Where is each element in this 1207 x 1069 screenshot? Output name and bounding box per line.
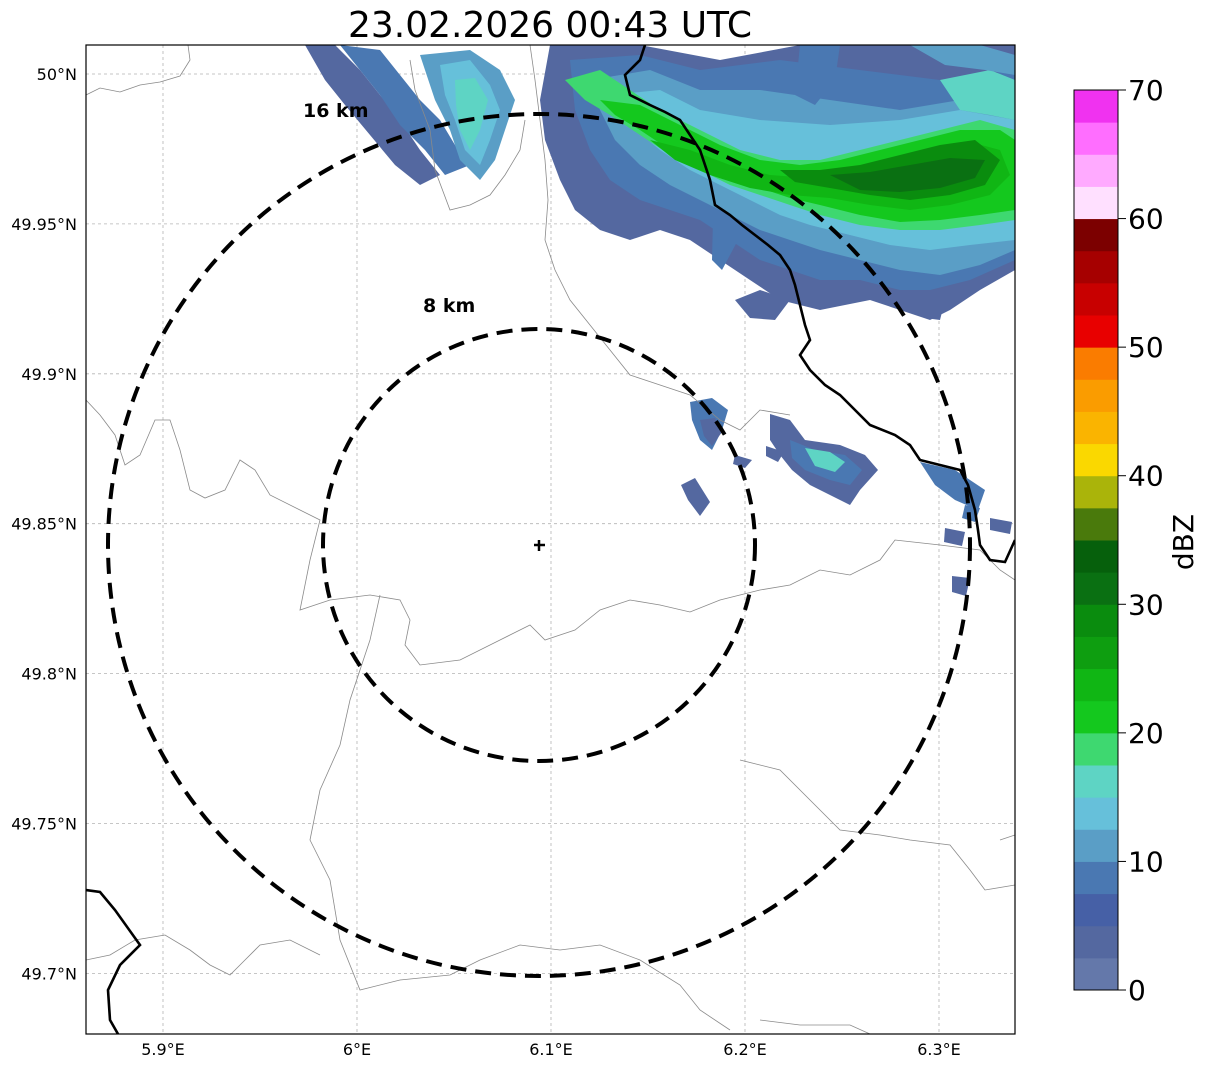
colorbar-swatch <box>1074 540 1118 573</box>
colorbar-swatch <box>1074 925 1118 959</box>
colorbar-swatch <box>1074 154 1118 187</box>
colorbar-swatch <box>1074 347 1118 380</box>
echo-cells-east <box>681 398 1012 596</box>
colorbar-swatch <box>1074 218 1118 252</box>
echo-cluster-nw <box>305 45 515 185</box>
lon-tick-label: 6°E <box>343 1040 371 1059</box>
colorbar-swatch <box>1074 861 1118 895</box>
colorbar-ticks: 0 10 20 30 40 50 60 70 <box>1118 74 1164 1007</box>
lat-tick-label: 49.8°N <box>21 665 77 684</box>
colorbar-swatch <box>1074 700 1118 734</box>
map-title: 23.02.2026 00:43 UTC <box>347 5 753 46</box>
colorbar-swatch <box>1074 572 1118 605</box>
colorbar-swatch <box>1074 122 1118 155</box>
lat-tick-label: 50°N <box>37 65 77 84</box>
ring-label-8km: 8 km <box>423 295 475 317</box>
colorbar-swatch <box>1074 957 1118 991</box>
colorbar-swatch <box>1074 732 1118 766</box>
radar-echoes <box>305 45 1015 596</box>
colorbar-tick-label: 10 <box>1128 845 1164 878</box>
ring-8km <box>321 327 757 763</box>
colorbar-frame <box>1073 89 1119 991</box>
ring-label-16km: 16 km <box>303 100 369 122</box>
colorbar-swatch <box>1074 507 1118 541</box>
echo-cluster-ne <box>540 45 1015 320</box>
colorbar-tick-label: 40 <box>1128 460 1164 493</box>
colorbar-swatch <box>1074 893 1118 927</box>
colorbar-swatch <box>1074 668 1118 702</box>
colorbar-swatch <box>1074 765 1118 798</box>
colorbar-swatch <box>1074 186 1118 220</box>
lat-tick-label: 49.9°N <box>21 365 77 384</box>
colorbar-swatch <box>1074 282 1118 316</box>
colorbar-tick-label: 50 <box>1128 331 1164 364</box>
colorbar-swatch <box>1074 411 1118 445</box>
lat-tick-label: 49.85°N <box>11 515 77 534</box>
colorbar <box>1074 90 1118 991</box>
colorbar-swatch <box>1074 379 1118 412</box>
lon-tick-label: 6.1°E <box>529 1040 573 1059</box>
colorbar-label: dBZ <box>1167 514 1200 570</box>
admin-boundaries <box>86 45 1015 1034</box>
colorbar-swatch <box>1074 604 1118 637</box>
colorbar-tick-label: 30 <box>1128 588 1164 621</box>
longitude-labels: 5.9°E 6°E 6.1°E 6.2°E 6.3°E <box>141 1040 961 1059</box>
lat-tick-label: 49.75°N <box>11 815 77 834</box>
colorbar-tick-label: 60 <box>1128 203 1164 236</box>
lon-tick-label: 6.2°E <box>723 1040 767 1059</box>
latitude-labels: 50°N 49.95°N 49.9°N 49.85°N 49.8°N 49.75°N 49.… <box>11 65 77 983</box>
colorbar-tick-label: 70 <box>1128 74 1164 107</box>
map-frame <box>85 44 1016 1035</box>
range-rings <box>106 112 972 978</box>
colorbar-swatch <box>1074 250 1118 284</box>
colorbar-swatch <box>1074 797 1118 830</box>
colorbar-swatch <box>1074 315 1118 348</box>
colorbar-swatch <box>1074 443 1118 477</box>
radar-site-marker <box>534 540 545 551</box>
ring-16km <box>106 112 972 978</box>
colorbar-swatch <box>1074 475 1118 509</box>
colorbar-swatch <box>1074 636 1118 670</box>
lat-tick-label: 49.7°N <box>21 964 77 983</box>
lat-tick-label: 49.95°N <box>11 215 77 234</box>
colorbar-tick-label: 20 <box>1128 717 1164 750</box>
lon-tick-label: 6.3°E <box>917 1040 961 1059</box>
lon-tick-label: 5.9°E <box>141 1040 185 1059</box>
colorbar-swatch <box>1074 829 1118 862</box>
colorbar-swatch <box>1074 90 1118 123</box>
colorbar-tick-label: 0 <box>1128 974 1146 1007</box>
